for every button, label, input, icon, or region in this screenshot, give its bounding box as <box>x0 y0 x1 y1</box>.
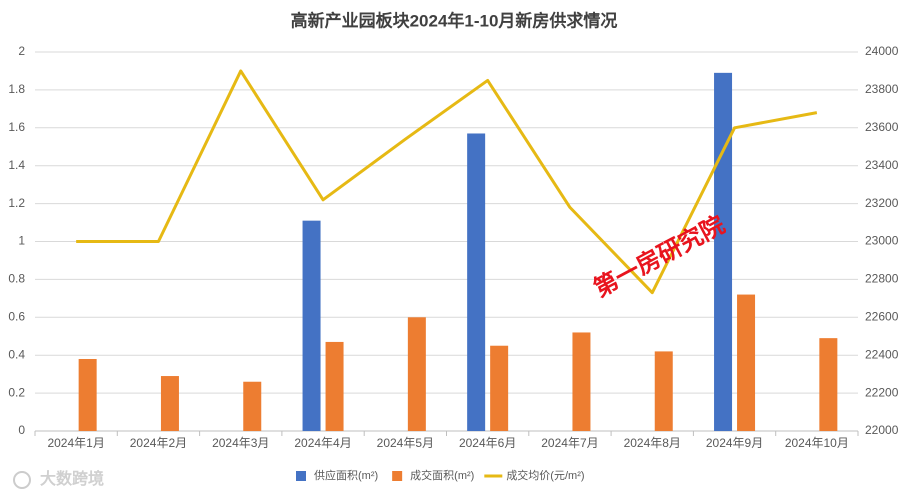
bar <box>490 345 509 431</box>
y2-tick-label: 22400 <box>865 347 899 361</box>
x-tick-label: 2024年2月 <box>130 436 187 450</box>
legend-label: 成交面积(m²) <box>410 468 474 482</box>
y-tick-label: 2 <box>18 44 25 58</box>
y2-tick-label: 24000 <box>865 44 899 58</box>
y-tick-label: 0.6 <box>8 309 25 323</box>
x-tick-label: 2024年4月 <box>294 436 351 450</box>
y2-tick-label: 23800 <box>865 82 899 96</box>
x-tick-label: 2024年1月 <box>47 436 104 450</box>
y-tick-label: 0 <box>18 423 25 437</box>
y2-tick-label: 22800 <box>865 272 899 286</box>
x-tick-label: 2024年6月 <box>459 436 516 450</box>
y-tick-label: 1.8 <box>8 82 25 96</box>
y2-tick-label: 23000 <box>865 234 899 248</box>
y-tick-label: 1.4 <box>8 158 25 172</box>
bar <box>714 72 733 431</box>
bar <box>302 220 321 431</box>
x-tick-label: 2024年7月 <box>541 436 598 450</box>
legend-label: 供应面积(m²) <box>314 468 378 482</box>
bar <box>243 381 262 431</box>
bar <box>572 332 591 431</box>
y-tick-label: 1 <box>18 234 25 248</box>
y2-tick-label: 22000 <box>865 423 899 437</box>
chart-title: 高新产业园板块2024年1-10月新房供求情况 <box>291 10 618 30</box>
logo-icon <box>13 471 31 489</box>
y2-tick-label: 22200 <box>865 385 899 399</box>
y2-tick-label: 23200 <box>865 196 899 210</box>
bar <box>325 341 344 431</box>
bar <box>737 294 756 431</box>
y2-tick-label: 22600 <box>865 309 899 323</box>
bar <box>819 338 838 431</box>
line <box>76 69 818 295</box>
legend-swatch <box>392 471 403 481</box>
x-tick-label: 2024年8月 <box>624 436 681 450</box>
x-tick-label: 2024年9月 <box>706 436 763 450</box>
bar <box>654 351 673 431</box>
legend-swatch <box>296 471 306 481</box>
y-tick-label: 1.2 <box>8 196 25 210</box>
y-tick-label: 1.6 <box>8 120 25 134</box>
x-tick-label: 2024年5月 <box>377 436 434 450</box>
x-tick-label: 2024年3月 <box>212 436 269 450</box>
y-tick-label: 0.2 <box>8 385 25 399</box>
bar <box>78 358 97 431</box>
bar <box>407 317 426 431</box>
y2-tick-label: 23400 <box>865 158 899 172</box>
logo-text: 大数跨境 <box>40 469 104 488</box>
y-tick-label: 0.4 <box>8 347 25 361</box>
bar <box>160 376 179 431</box>
y-tick-label: 0.8 <box>8 272 25 286</box>
y2-tick-label: 23600 <box>865 120 899 134</box>
x-tick-label: 2024年10月 <box>785 436 849 450</box>
bar <box>467 133 486 432</box>
legend-label: 成交均价(元/m²) <box>506 468 584 482</box>
